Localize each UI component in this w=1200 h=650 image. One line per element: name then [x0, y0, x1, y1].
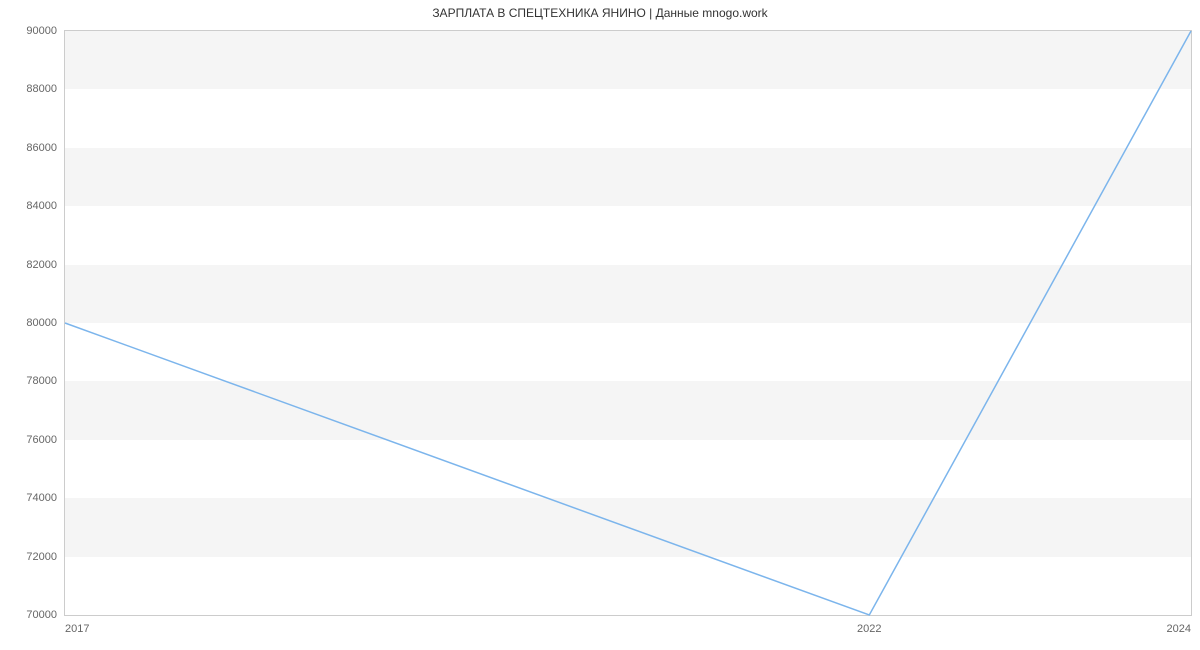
y-tick-label: 74000: [26, 492, 65, 504]
salary-chart: ЗАРПЛАТА В СПЕЦТЕХНИКА ЯНИНО | Данные mn…: [0, 0, 1200, 650]
x-tick-label: 2024: [1167, 615, 1191, 635]
y-tick-label: 76000: [26, 434, 65, 446]
x-tick-label: 2017: [65, 615, 89, 635]
y-tick-label: 88000: [26, 83, 65, 95]
plot-area: 7000072000740007600078000800008200084000…: [64, 30, 1192, 616]
y-tick-label: 86000: [26, 142, 65, 154]
y-tick-label: 80000: [26, 317, 65, 329]
y-tick-label: 82000: [26, 259, 65, 271]
chart-title: ЗАРПЛАТА В СПЕЦТЕХНИКА ЯНИНО | Данные mn…: [0, 6, 1200, 20]
y-tick-label: 72000: [26, 551, 65, 563]
y-tick-label: 78000: [26, 375, 65, 387]
y-tick-label: 90000: [26, 25, 65, 37]
x-tick-label: 2022: [857, 615, 881, 635]
chart-line: [65, 31, 1191, 615]
y-tick-label: 84000: [26, 200, 65, 212]
y-tick-label: 70000: [26, 609, 65, 621]
